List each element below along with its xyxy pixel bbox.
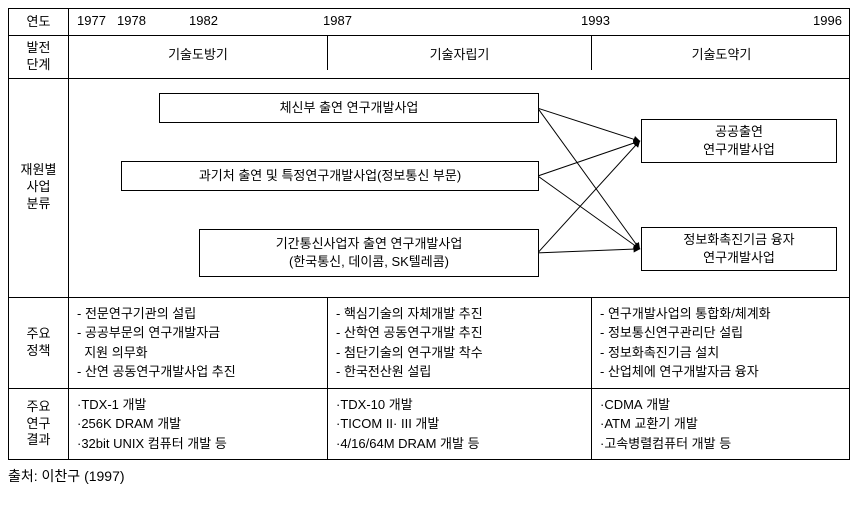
label-results: 주요연구결과 xyxy=(9,389,69,460)
row-years: 연도 1977 1978 1982 1987 1993 1996 xyxy=(9,9,849,36)
phase-cell: 기술도방기 xyxy=(69,36,327,70)
funding-box-b3: 기간통신사업자 출연 연구개발사업(한국통신, 데이콤, SK텔레콤) xyxy=(199,229,539,277)
arrow xyxy=(538,141,640,176)
results-cols: ·TDX-1 개발·256K DRAM 개발·32bit UNIX 컴퓨터 개발… xyxy=(69,389,851,460)
year-tick: 1993 xyxy=(581,13,610,28)
text-col: ·TDX-10 개발·TICOM II· III 개발·4/16/64M DRA… xyxy=(327,389,591,460)
year-tick: 1987 xyxy=(323,13,352,28)
label-phases: 발전단계 xyxy=(9,36,69,78)
policies-cols: - 전문연구기관의 설립- 공공부문의 연구개발자금 지원 의무화- 산연 공동… xyxy=(69,298,851,388)
text-col: ·CDMA 개발·ATM 교환기 개발·고속병렬컴퓨터 개발 등 xyxy=(591,389,851,460)
label-years: 연도 xyxy=(9,9,69,35)
timeline-table: 연도 197719781982198719931996 발전단계 기술도방기기술… xyxy=(8,8,850,460)
funding-box-b1: 체신부 출연 연구개발사업 xyxy=(159,93,539,123)
row-phases: 발전단계 기술도방기기술자립기기술도약기 xyxy=(9,36,849,79)
year-tick: 1977 xyxy=(77,13,106,28)
text-col: ·TDX-1 개발·256K DRAM 개발·32bit UNIX 컴퓨터 개발… xyxy=(69,389,327,460)
arrow xyxy=(538,141,640,253)
year-tick: 1982 xyxy=(189,13,218,28)
row-results: 주요연구결과 ·TDX-1 개발·256K DRAM 개발·32bit UNIX… xyxy=(9,389,849,460)
funding-box-b2: 과기처 출연 및 특정연구개발사업(정보통신 부문) xyxy=(121,161,539,191)
text-col: - 연구개발사업의 통합화/체계화- 정보통신연구관리단 설립- 정보화촉진기금… xyxy=(591,298,851,388)
text-col: - 핵심기술의 자체개발 추진- 산학연 공동연구개발 추진- 첨단기술의 연구… xyxy=(327,298,591,388)
arrow xyxy=(538,108,640,141)
arrow xyxy=(538,108,640,249)
row-funding: 재원별사업분류 체신부 출연 연구개발사업과기처 출연 및 특정연구개발사업(정… xyxy=(9,79,849,298)
year-tick: 1996 xyxy=(813,13,842,28)
label-policies: 주요정책 xyxy=(9,298,69,388)
arrow xyxy=(538,249,640,253)
row-policies: 주요정책 - 전문연구기관의 설립- 공공부문의 연구개발자금 지원 의무화- … xyxy=(9,298,849,389)
phase-cell: 기술도약기 xyxy=(591,36,851,70)
funding-box-r2: 정보화촉진기금 융자연구개발사업 xyxy=(641,227,837,271)
funding-box-r1: 공공출연연구개발사업 xyxy=(641,119,837,163)
arrow xyxy=(538,176,640,249)
funding-diagram: 체신부 출연 연구개발사업과기처 출연 및 특정연구개발사업(정보통신 부문) 기… xyxy=(69,79,849,297)
label-funding: 재원별사업분류 xyxy=(9,79,69,297)
year-tick: 1978 xyxy=(117,13,146,28)
source-citation: 출처: 이찬구 (1997) xyxy=(8,466,850,486)
phases-cells: 기술도방기기술자립기기술도약기 xyxy=(69,36,851,70)
phase-cell: 기술자립기 xyxy=(327,36,591,70)
years-axis: 1977 1978 1982 1987 1993 1996 xyxy=(69,9,849,35)
text-col: - 전문연구기관의 설립- 공공부문의 연구개발자금 지원 의무화- 산연 공동… xyxy=(69,298,327,388)
